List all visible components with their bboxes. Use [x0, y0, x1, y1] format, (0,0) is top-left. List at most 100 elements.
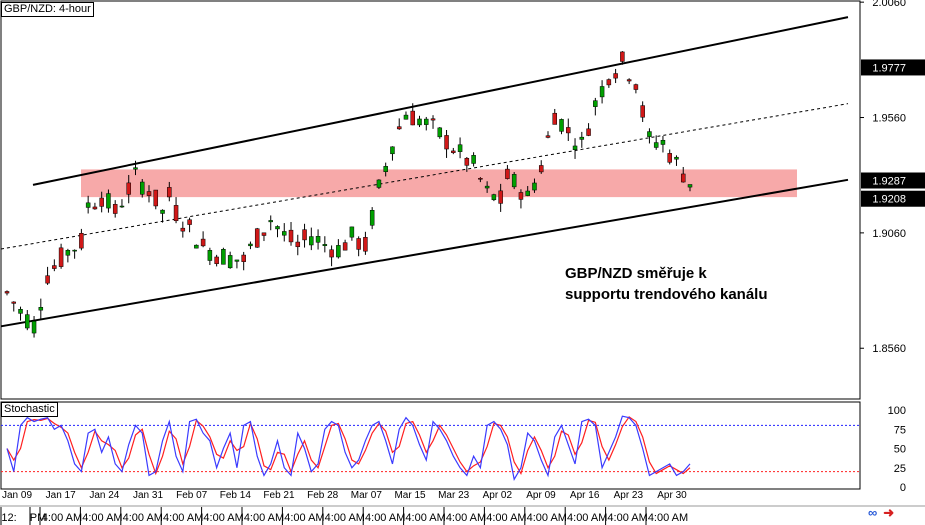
date-label: Mar 07: [351, 490, 383, 501]
stochastic-tick-label: 25: [894, 463, 906, 475]
candle-body: [525, 190, 530, 196]
time-label: 4:00 AM: [123, 512, 163, 524]
date-label: Feb 14: [220, 490, 252, 501]
candle-body: [369, 210, 375, 226]
date-label: Apr 30: [657, 490, 687, 501]
arrow-right-icon[interactable]: ➜: [883, 505, 895, 520]
candle-body: [599, 86, 605, 98]
candle-body: [11, 301, 17, 304]
candle-body: [58, 247, 64, 267]
candle-body: [640, 105, 645, 118]
date-label: Jan 31: [133, 490, 163, 501]
candle-body: [478, 178, 483, 180]
candle-body: [383, 166, 388, 172]
candle-body: [417, 118, 422, 126]
channel-upper-line: [32, 16, 849, 186]
price-tick-label: 2.0060: [872, 0, 906, 9]
candle-body: [153, 189, 159, 207]
candle-body: [633, 84, 639, 90]
candle-body: [92, 206, 98, 210]
link-icon[interactable]: ∞: [868, 505, 878, 520]
price-level-tag: [861, 172, 925, 189]
annotation-text: GBP/NZD směřuje k supportu trendového ka…: [565, 263, 845, 305]
candle-body: [227, 255, 233, 269]
date-label: Jan 09: [2, 490, 32, 501]
candle-body: [660, 139, 666, 145]
candle-body: [349, 226, 355, 238]
candle-body: [52, 265, 57, 269]
stochastic-tick-label: 50: [894, 444, 906, 456]
candle-body: [207, 250, 213, 261]
date-label: Feb 21: [263, 490, 295, 501]
time-label: 4:00 AM: [648, 512, 688, 524]
candle-body: [99, 197, 104, 207]
date-label: Apr 02: [483, 490, 513, 501]
candle-body: [275, 226, 280, 230]
candle-body: [146, 191, 152, 196]
stochastic-signal-line: [6, 416, 691, 476]
candle-body: [79, 232, 84, 249]
candle-body: [221, 248, 226, 265]
candle-body: [586, 128, 591, 136]
price-tick-label: 1.9560: [872, 113, 906, 125]
date-label: Jan 24: [89, 490, 119, 501]
candle-body: [295, 241, 301, 248]
candle-body: [491, 194, 497, 201]
candle-body: [288, 229, 294, 243]
price-level-tag: [861, 59, 925, 76]
candle-body: [593, 100, 598, 107]
time-label: 4:00 AM: [446, 512, 486, 524]
trend-channel-group: [0, 16, 849, 328]
candle-body: [647, 131, 652, 137]
price-panel-background: [0, 0, 861, 490]
candle-body: [572, 145, 578, 150]
candle-body: [430, 118, 436, 121]
candle-body: [518, 192, 524, 200]
candle-body: [200, 238, 206, 247]
candle-body: [579, 136, 585, 140]
candle-body: [532, 182, 537, 191]
price-tick-label: 1.8560: [872, 343, 906, 355]
candle-body: [65, 250, 71, 256]
candle-body: [126, 182, 131, 195]
candle-body: [680, 173, 686, 183]
candle-body: [254, 228, 260, 248]
candle-body: [376, 179, 382, 188]
candle-body: [106, 193, 111, 209]
candle-body: [356, 238, 361, 250]
candle-body: [559, 119, 564, 132]
candle-body: [451, 150, 456, 153]
candle-body: [336, 245, 341, 258]
date-label: Jan 17: [46, 490, 76, 501]
candle-body: [180, 227, 186, 232]
time-label: 4:00 AM: [163, 512, 203, 524]
candle-body: [173, 205, 179, 222]
candle-body: [241, 254, 246, 262]
stochastic-panel: 100 75 50 25 0: [1, 405, 906, 494]
candle-body: [268, 220, 273, 223]
stochastic-main-line: [6, 415, 691, 481]
candle-body: [38, 307, 44, 311]
candle-body: [187, 219, 192, 225]
time-label: 4:00 AM: [527, 512, 567, 524]
time-label: 4:00 AM: [244, 512, 284, 524]
candle-body: [620, 51, 625, 62]
candle-body: [234, 259, 240, 262]
time-label: 4:00 AM: [203, 512, 243, 524]
date-label: Feb 28: [307, 490, 339, 501]
candle-body: [214, 256, 219, 264]
candle-body: [505, 168, 510, 179]
candle-body: [315, 236, 321, 243]
candle-body: [18, 309, 23, 314]
time-label: 12:: [1, 512, 16, 524]
date-label: Apr 16: [570, 490, 600, 501]
candle-body: [687, 184, 693, 188]
time-label: 4:00 AM: [82, 512, 122, 524]
candle-body: [606, 79, 612, 86]
candle-body: [457, 144, 463, 152]
price-tick-label: 1.9060: [872, 228, 906, 240]
candle-body: [390, 146, 395, 155]
time-label: 4:00 AM: [365, 512, 405, 524]
candle-body: [424, 118, 429, 125]
